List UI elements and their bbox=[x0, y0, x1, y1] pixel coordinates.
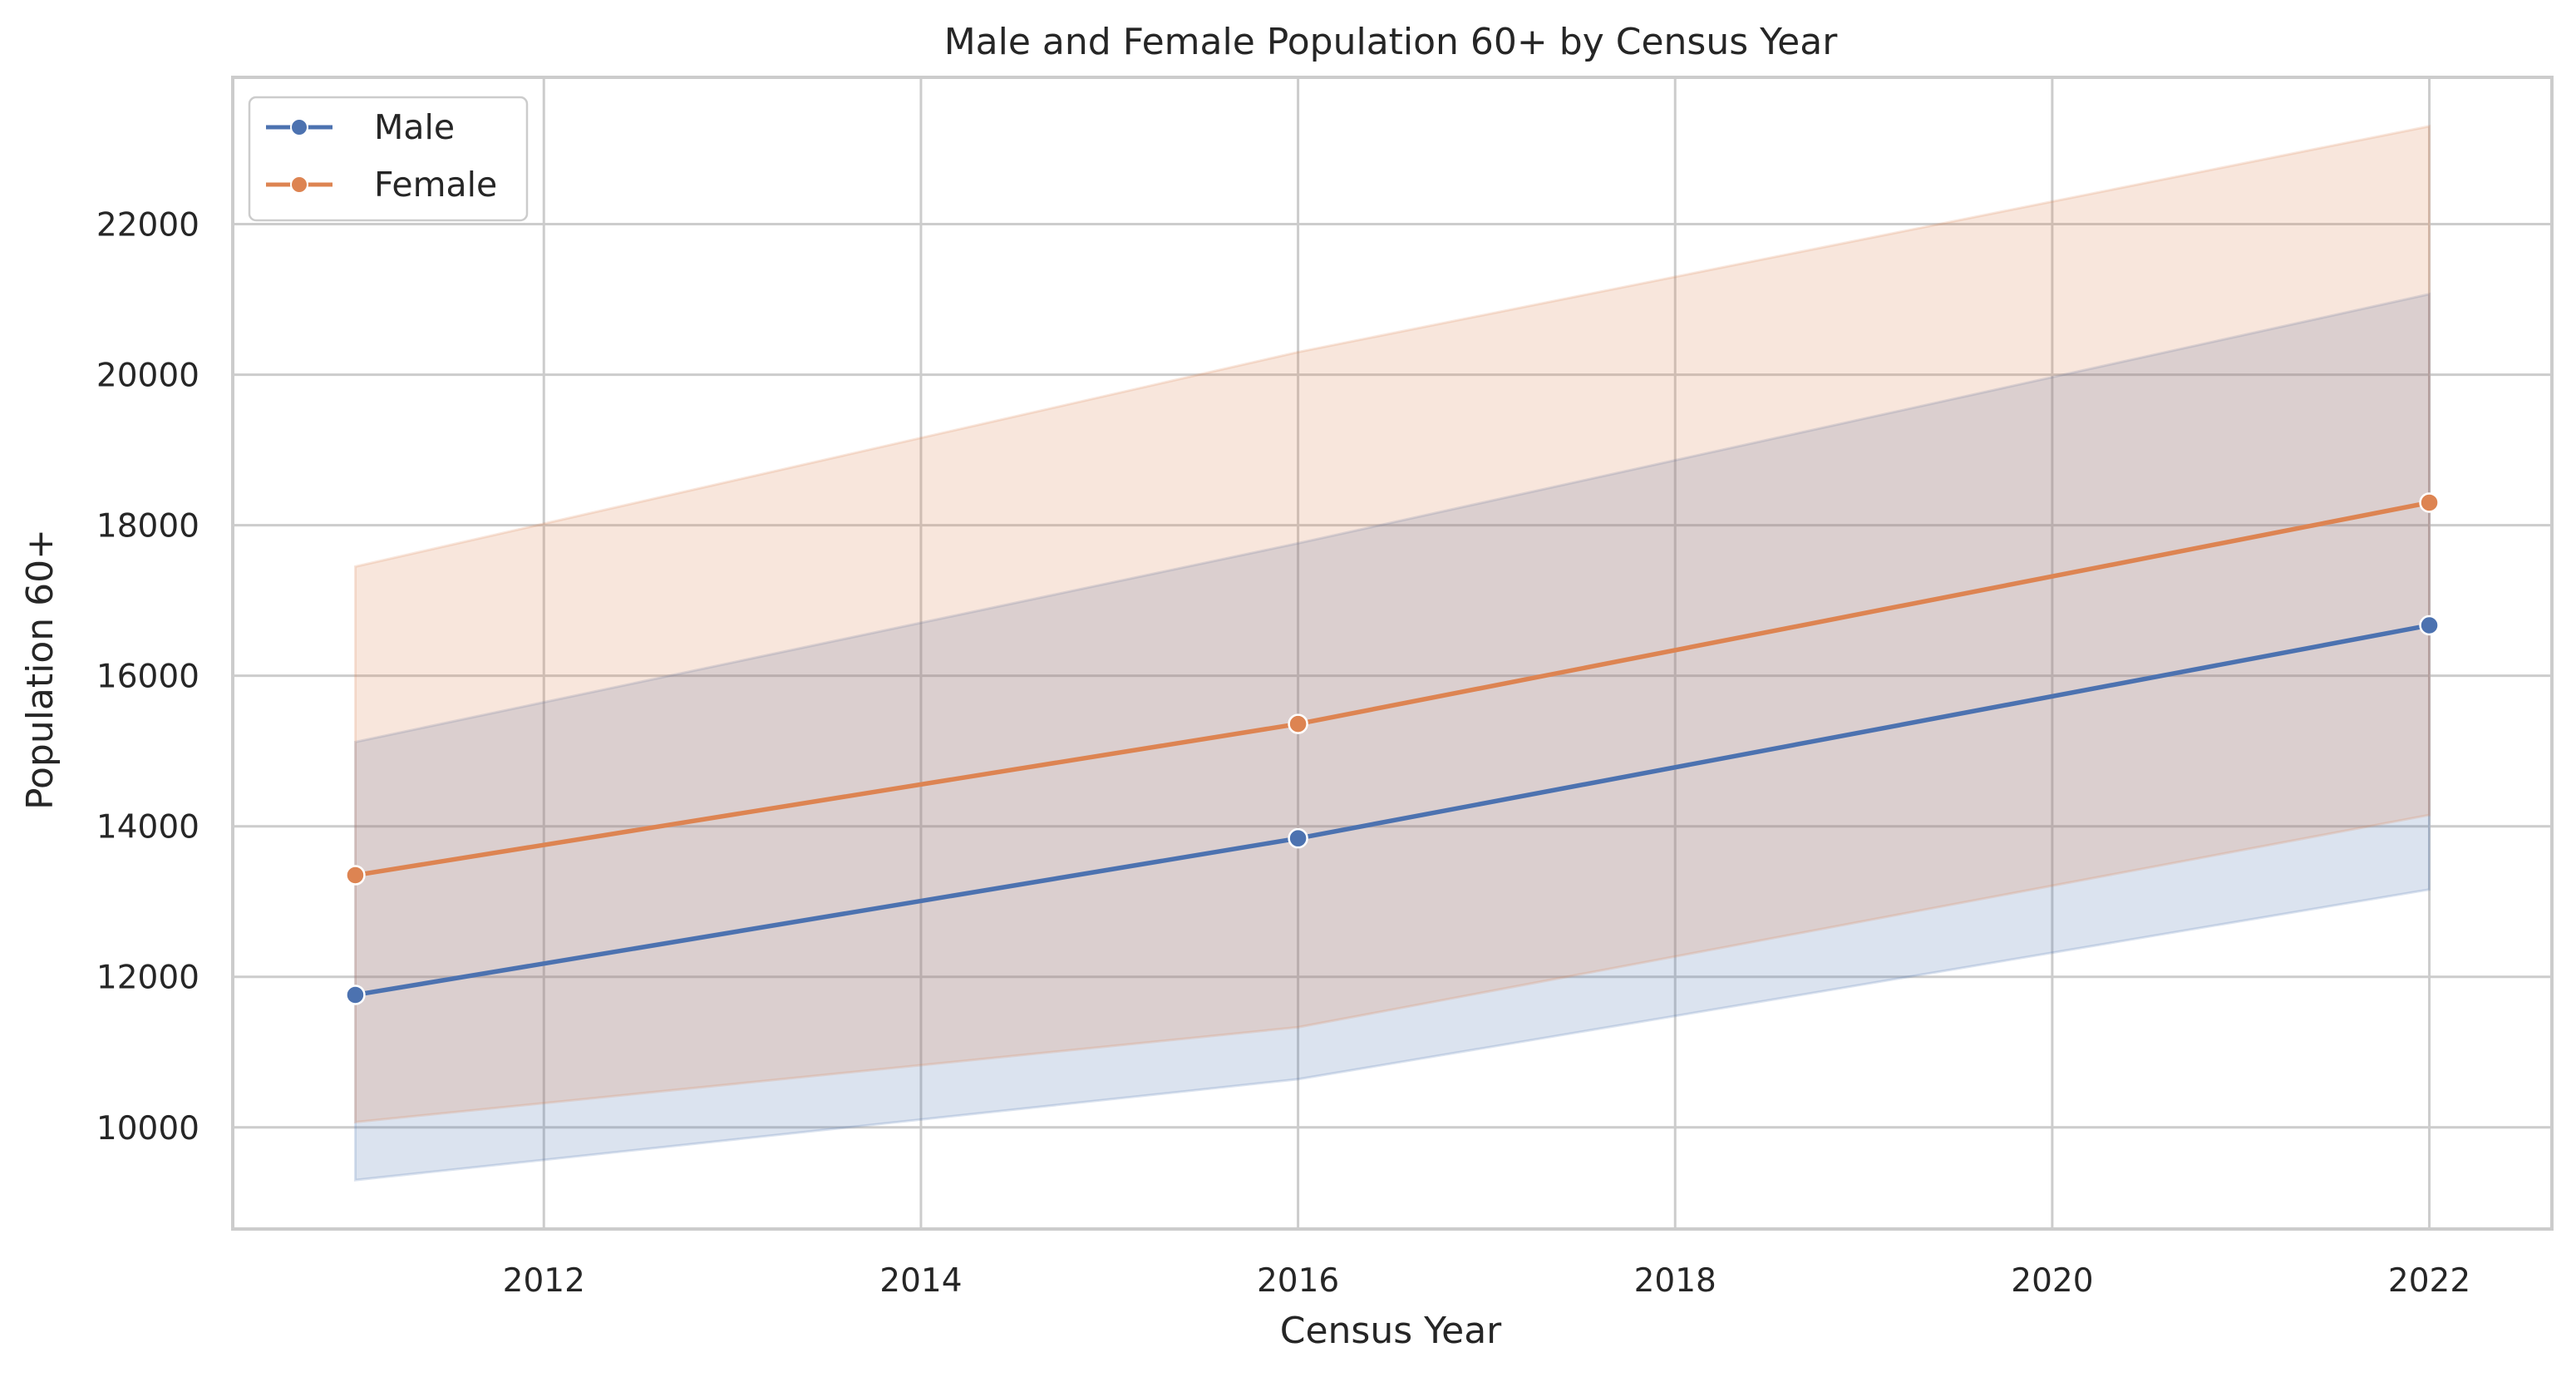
legend-label-male: Male bbox=[374, 107, 455, 147]
data-point-female bbox=[345, 865, 366, 886]
x-tick-label: 2022 bbox=[2388, 1262, 2470, 1300]
series-markers bbox=[345, 492, 2440, 1005]
x-axis-label: Census Year bbox=[1280, 1310, 1502, 1352]
x-tick-label: 2018 bbox=[1634, 1262, 1717, 1300]
y-tick-label: 20000 bbox=[96, 358, 199, 395]
data-point-male bbox=[1288, 827, 1308, 849]
data-point-male bbox=[345, 985, 366, 1005]
y-tick-label: 16000 bbox=[96, 659, 199, 696]
y-axis-label: Population 60+ bbox=[19, 529, 62, 810]
confidence-bands bbox=[353, 125, 2431, 1182]
ci-band-male bbox=[353, 292, 2431, 1182]
y-tick-label: 14000 bbox=[96, 809, 199, 846]
legend: Male Female bbox=[248, 96, 529, 222]
ci-band-female bbox=[353, 125, 2431, 1124]
x-tick-labels: 2012 2014 2016 2018 2020 2022 bbox=[503, 1262, 2471, 1300]
x-tick-label: 2014 bbox=[879, 1262, 962, 1300]
chart-title: Male and Female Population 60+ by Census… bbox=[944, 21, 1838, 63]
legend-marker-male bbox=[290, 118, 308, 136]
data-point-male bbox=[2419, 614, 2440, 636]
y-tick-label: 10000 bbox=[96, 1110, 199, 1148]
y-tick-labels: 10000 12000 14000 16000 18000 20000 22000 bbox=[96, 207, 199, 1148]
plot-frame bbox=[231, 76, 2554, 1231]
legend-label-female: Female bbox=[374, 165, 497, 205]
y-tick-label: 12000 bbox=[96, 960, 199, 997]
y-tick-label: 18000 bbox=[96, 508, 199, 545]
y-tick-label: 22000 bbox=[96, 207, 199, 244]
x-tick-label: 2016 bbox=[1257, 1262, 1339, 1300]
data-point-female bbox=[2419, 492, 2440, 513]
data-point-female bbox=[1288, 713, 1308, 734]
x-tick-label: 2012 bbox=[503, 1262, 585, 1300]
x-tick-label: 2020 bbox=[2011, 1262, 2093, 1300]
legend-marker-female bbox=[290, 175, 308, 194]
legend-entry-male: Male bbox=[266, 107, 455, 147]
legend-entry-female: Female bbox=[266, 165, 497, 205]
